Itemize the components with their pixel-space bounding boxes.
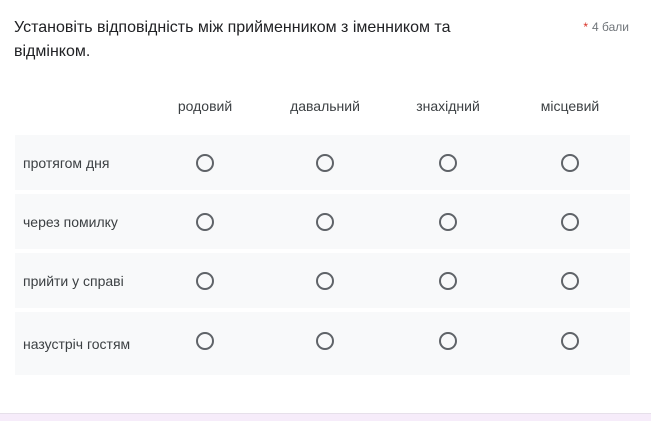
radio-button[interactable] [439, 212, 457, 231]
radio-button[interactable] [316, 212, 334, 231]
row-label: протягом дня [23, 154, 110, 171]
next-section-edge [0, 413, 651, 421]
radio-button[interactable] [439, 153, 457, 172]
question-title: Установіть відповідність між прийменнико… [14, 19, 451, 60]
radio-button[interactable] [196, 271, 214, 290]
radio-button[interactable] [561, 153, 579, 172]
grid-row: через помилку [15, 194, 630, 249]
column-header: місцевий [540, 98, 600, 114]
column-header: родовий [177, 98, 233, 114]
column-header: знахідний [416, 98, 480, 114]
grid-row: протягом дня [15, 135, 630, 190]
column-header: давальний [290, 98, 360, 114]
radio-button[interactable] [561, 331, 579, 350]
radio-button[interactable] [439, 271, 457, 290]
points-value: 4 бали [592, 20, 629, 34]
row-label: прийти у справі [23, 272, 124, 289]
radio-button[interactable] [316, 271, 334, 290]
radio-button[interactable] [316, 153, 334, 172]
radio-button[interactable] [196, 153, 214, 172]
row-label: назустріч гостям [23, 335, 131, 352]
radio-button[interactable] [196, 331, 214, 350]
row-label: через помилку [23, 213, 118, 230]
grid-row: прийти у справі [15, 253, 630, 308]
radio-button[interactable] [561, 212, 579, 231]
radio-button[interactable] [439, 331, 457, 350]
radio-button[interactable] [196, 212, 214, 231]
radio-button[interactable] [316, 331, 334, 350]
grid-row: назустріч гостям [15, 312, 630, 375]
points-label: * 4 бали [583, 20, 629, 34]
required-asterisk: * [583, 20, 589, 34]
radio-button[interactable] [561, 271, 579, 290]
